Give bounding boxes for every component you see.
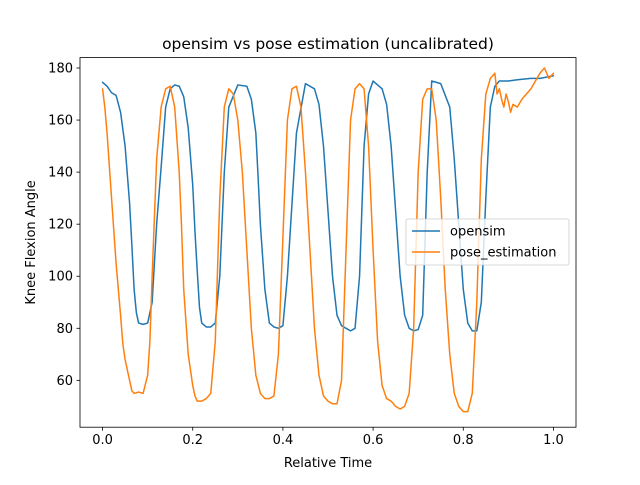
y-axis-label: Knee Flexion Angle (24, 180, 39, 304)
legend-label-pose-estimation: pose_estimation (450, 246, 557, 261)
y-tick-label: 120 (48, 218, 73, 233)
ticks-layer: 0.0 0.2 0.4 0.6 0.8 1.0 60 80 100 120 140 160 180 (48, 62, 564, 449)
legend: opensim pose_estimation (405, 218, 570, 266)
y-tick-label: 80 (56, 322, 73, 337)
x-tick-label: 0.0 (92, 433, 113, 448)
y-tick-label: 140 (48, 166, 73, 181)
series-line-opensim (101, 75, 555, 332)
series-layer (101, 67, 555, 413)
legend-label-opensim: opensim (450, 225, 506, 240)
x-tick-label: 0.2 (182, 433, 203, 448)
x-tick-label: 0.4 (273, 433, 294, 448)
y-tick-label: 160 (48, 114, 73, 129)
x-tick-label: 0.8 (453, 433, 474, 448)
series-line-pose-estimation (101, 67, 555, 413)
x-tick-label: 0.6 (363, 433, 384, 448)
y-tick-label: 180 (48, 62, 73, 77)
x-tick-label: 1.0 (543, 433, 564, 448)
legend-box (405, 218, 570, 266)
y-tick-label: 100 (48, 270, 73, 285)
chart-title: opensim vs pose estimation (uncalibrated… (162, 35, 494, 53)
x-axis-label: Relative Time (284, 456, 372, 471)
y-tick-label: 60 (56, 374, 73, 389)
plot-frame (79, 57, 577, 428)
